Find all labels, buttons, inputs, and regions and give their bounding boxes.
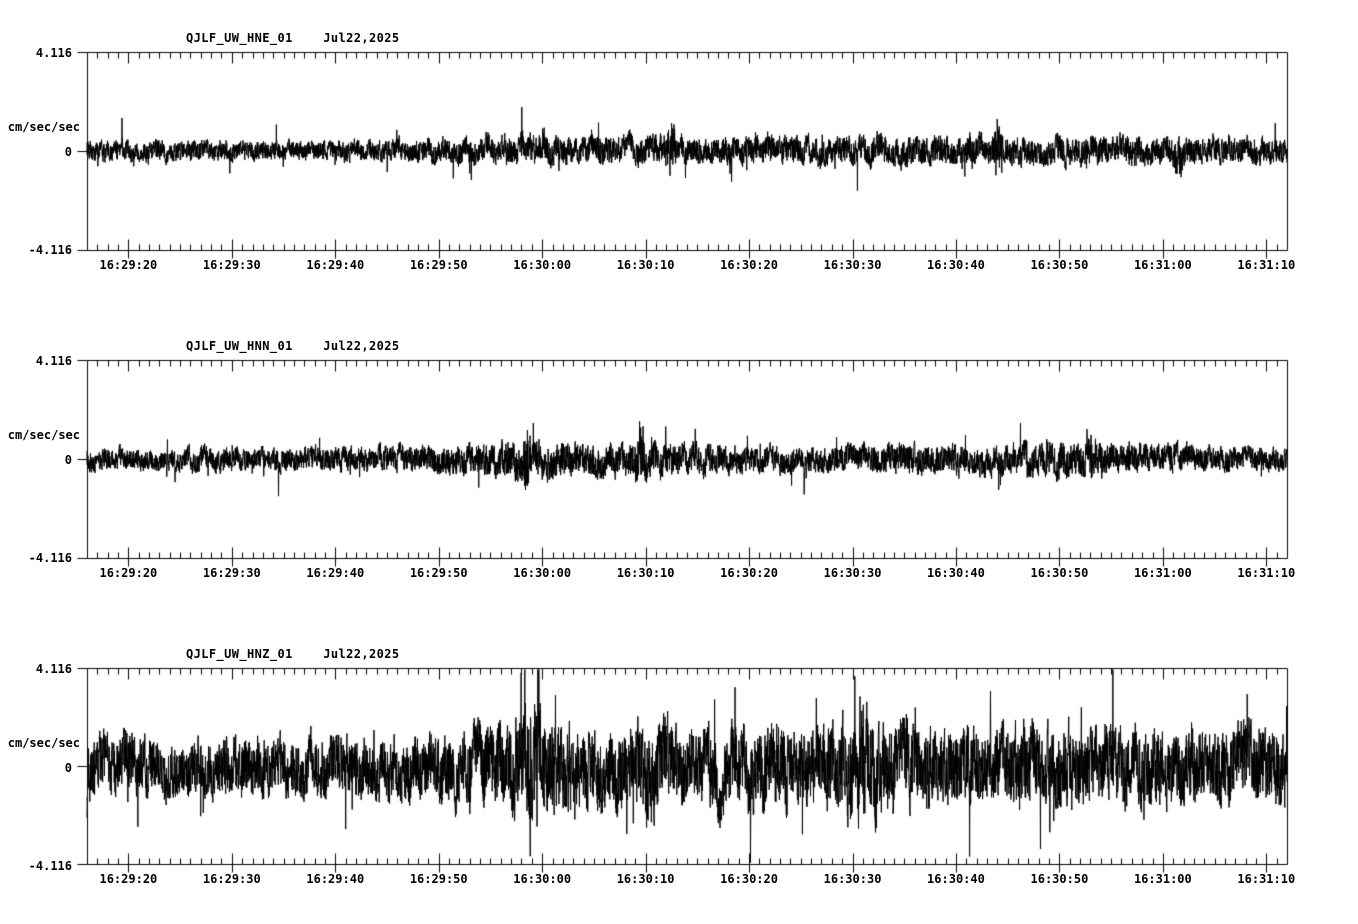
xtick-label: 16:31:00 <box>1133 566 1192 580</box>
xtick-label: 16:30:00 <box>513 566 572 580</box>
xtick-label: 16:29:40 <box>306 566 365 580</box>
xtick-label: 16:30:30 <box>823 566 882 580</box>
xtick-label: 16:30:10 <box>616 872 675 886</box>
xtick-label: 16:30:40 <box>927 872 985 886</box>
xtick-label: 16:31:00 <box>1133 258 1192 272</box>
xtick-label: 16:30:20 <box>720 872 778 886</box>
xtick-label: 16:30:50 <box>1030 566 1089 580</box>
xtick-label: 16:31:10 <box>1237 258 1296 272</box>
xtick-label: 16:30:40 <box>927 258 985 272</box>
panel-hnn: QJLF_UW_HNN_01 Jul22,2025 4.116 cm/sec/s… <box>0 308 1358 608</box>
xtick-label: 16:30:10 <box>616 258 675 272</box>
xtick-label: 16:29:30 <box>202 872 261 886</box>
xtick-label: 16:30:20 <box>720 566 778 580</box>
xtick-label: 16:29:20 <box>99 872 158 886</box>
panel-hne: QJLF_UW_HNE_01 Jul22,2025 4.116 cm/sec/s… <box>0 0 1358 300</box>
xtick-label: 16:30:30 <box>823 258 882 272</box>
xtick-label: 16:30:50 <box>1030 872 1089 886</box>
xtick-label: 16:29:20 <box>99 566 158 580</box>
xtick-label: 16:31:00 <box>1133 872 1192 886</box>
xtick-label: 16:29:50 <box>409 258 468 272</box>
xtick-label: 16:30:00 <box>513 258 572 272</box>
xtick-label: 16:31:10 <box>1237 872 1296 886</box>
panel-hnn-plot <box>0 308 1358 608</box>
xtick-label: 16:29:50 <box>409 872 468 886</box>
xtick-label: 16:29:40 <box>306 258 365 272</box>
xtick-label: 16:30:00 <box>513 872 572 886</box>
panel-hnz: QJLF_UW_HNZ_01 Jul22,2025 4.116 cm/sec/s… <box>0 616 1358 924</box>
xtick-label: 16:30:30 <box>823 872 882 886</box>
xtick-label: 16:29:20 <box>99 258 158 272</box>
xtick-label: 16:29:50 <box>409 566 468 580</box>
xtick-label: 16:31:10 <box>1237 566 1296 580</box>
xtick-label: 16:30:10 <box>616 566 675 580</box>
xtick-label: 16:29:40 <box>306 872 365 886</box>
xtick-label: 16:29:30 <box>202 566 261 580</box>
panel-hne-plot <box>0 0 1358 300</box>
panel-hnz-plot <box>0 616 1358 924</box>
xtick-label: 16:30:50 <box>1030 258 1089 272</box>
xtick-label: 16:30:20 <box>720 258 778 272</box>
xtick-label: 16:29:30 <box>202 258 261 272</box>
xtick-label: 16:30:40 <box>927 566 985 580</box>
